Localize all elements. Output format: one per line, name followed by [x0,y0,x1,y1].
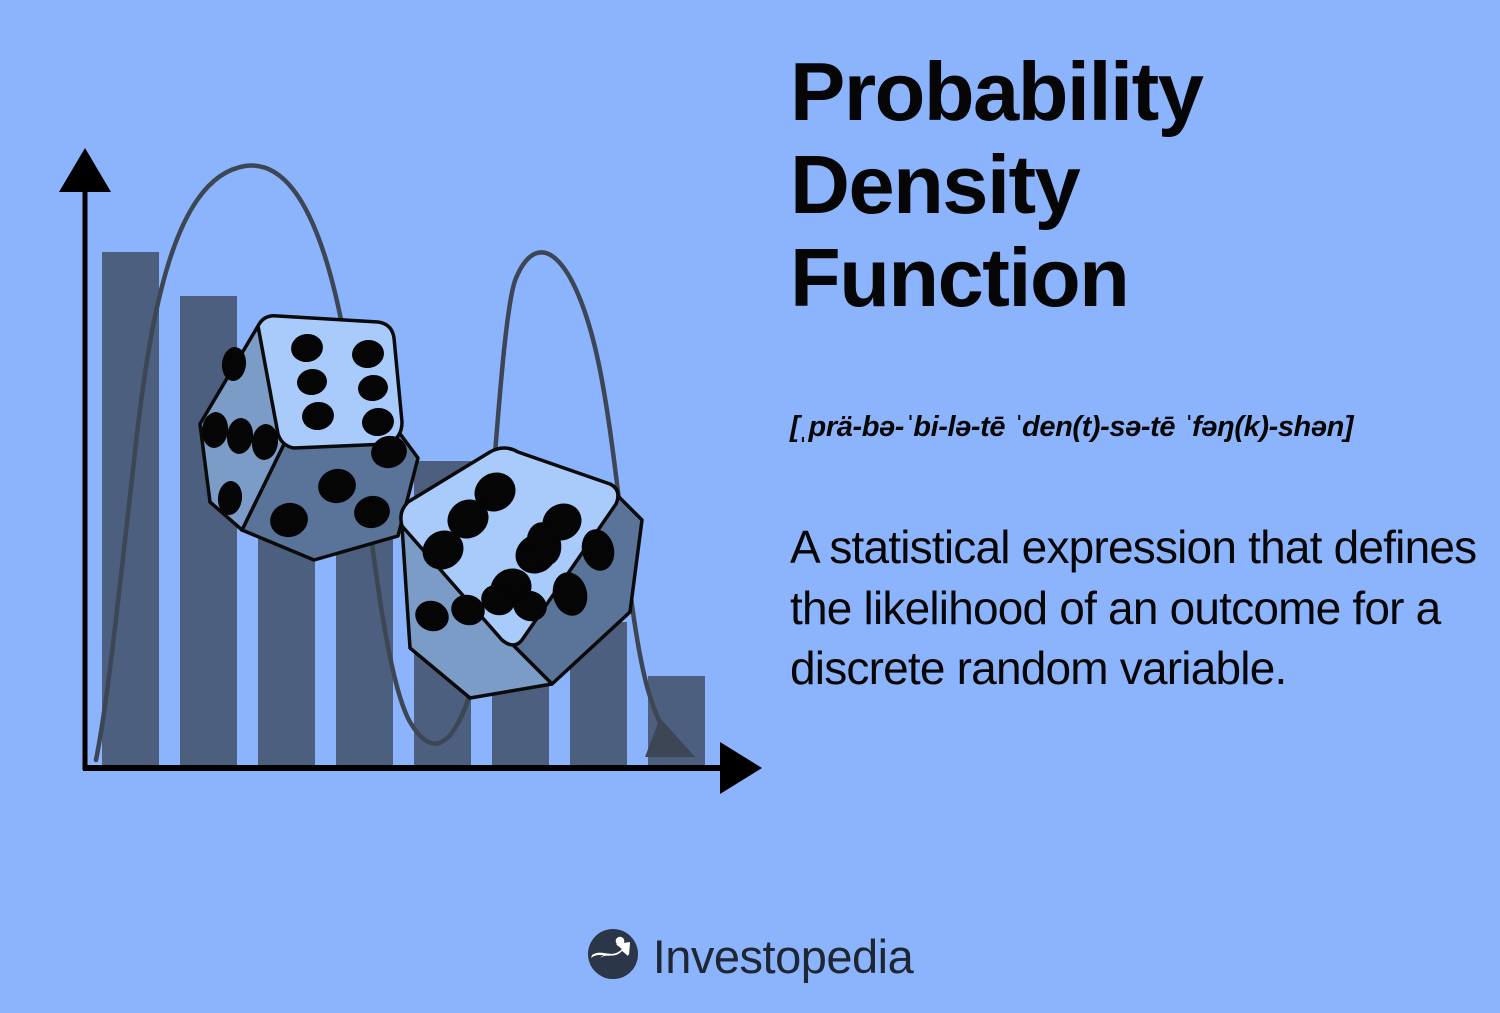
chart-axes [59,148,762,794]
die2-left-pips [415,584,547,632]
die1-left-pips [201,347,279,515]
page-title: Probability Density Function [790,45,1260,325]
illustration-bar-chart-dice [0,0,790,830]
title-line-3: Function [790,230,1130,324]
definition-text: A statistical expression that defines th… [790,520,1477,695]
die2-top-face [399,446,620,647]
density-curve [93,163,695,763]
die1-top-pips [291,333,394,437]
title-line-2: Density [790,137,1081,231]
curve-arrowhead-icon [645,718,695,757]
die-upper-left [198,313,420,562]
investopedia-logo-icon [587,928,639,985]
die1-front-pips [270,435,407,538]
die2-right-pips [526,522,615,616]
brand-footer: Investopedia [0,928,1500,985]
pronunciation-text: [ˌprä-bə-ˈbi-lə-tē ˈden(t)-sə-tē ˈfəŋ(k)… [790,410,1354,443]
term-text-column: Probability Density Function [ˌprä-bə-ˈb… [790,45,1480,699]
die-lower-right [399,446,644,700]
title-line-1: Probability [790,45,1204,138]
y-axis-arrow-icon [59,148,111,192]
brand-name: Investopedia [652,930,914,983]
x-axis-arrow-icon [720,742,762,794]
